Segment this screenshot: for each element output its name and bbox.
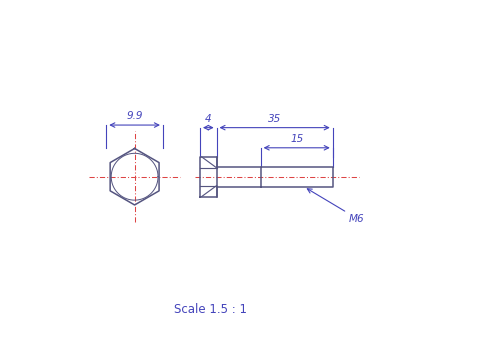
Text: 35: 35 (268, 114, 281, 124)
Text: 4: 4 (205, 114, 212, 124)
Text: 9.9: 9.9 (126, 111, 143, 121)
Text: M6: M6 (348, 214, 364, 224)
Text: 15: 15 (290, 134, 304, 144)
Text: Scale 1.5 : 1: Scale 1.5 : 1 (174, 303, 247, 316)
